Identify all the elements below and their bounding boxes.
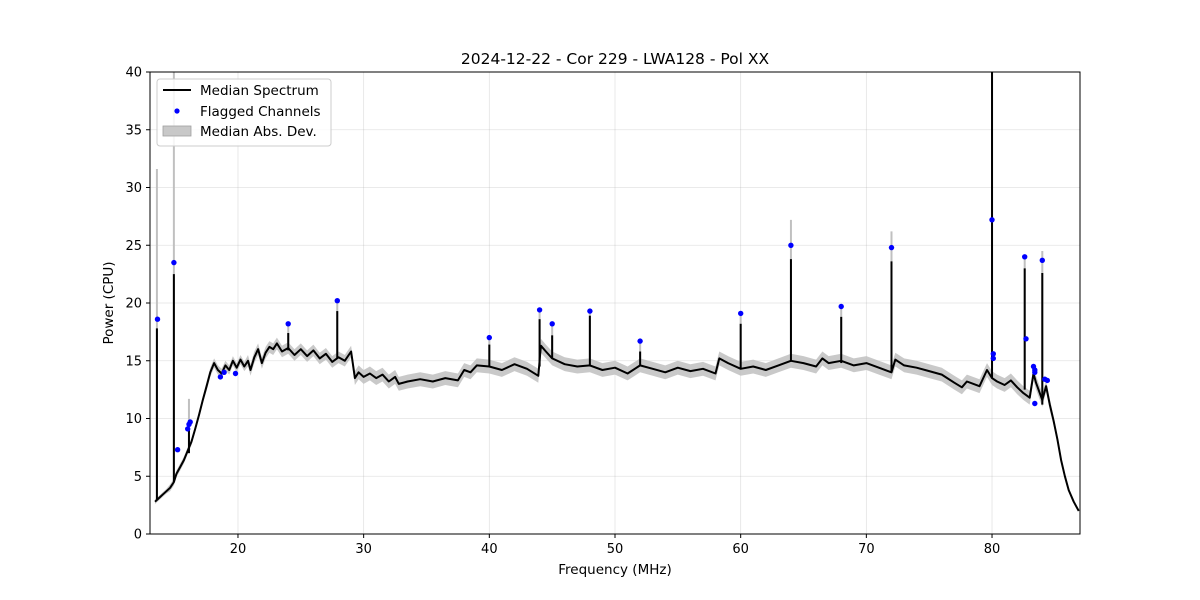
median-spectrum-line: [154, 342, 1080, 512]
legend-box: [156, 78, 332, 147]
y-tick-label: 15: [125, 354, 142, 369]
flagged-channel-point: [187, 419, 193, 425]
flagged-channel-point: [637, 338, 643, 344]
flagged-channel-point: [1023, 336, 1029, 342]
flagged-channels-series: [154, 217, 1051, 453]
y-tick-label: 5: [134, 470, 142, 485]
mad-band-area: [155, 337, 1079, 513]
flagged-channel-point: [989, 217, 995, 223]
flagged-channel-point: [334, 298, 340, 304]
legend-flagged-label: Flagged Channels: [200, 104, 321, 120]
flagged-channel-point: [1039, 257, 1046, 263]
flagged-channel-point: [587, 308, 593, 314]
chart-title: 2024-12-22 - Cor 229 - LWA128 - Pol XX: [461, 50, 770, 68]
y-tick-label: 20: [125, 297, 142, 312]
median-spectrum-series: [154, 72, 1080, 512]
x-axis-ticks: 20 30 40 50 60 70 80: [230, 534, 1001, 557]
flagged-channel-point: [536, 307, 543, 313]
legend: Median Spectrum Flagged Channels Median …: [156, 78, 332, 147]
flagged-channel-point: [185, 426, 191, 432]
flagged-channel-point: [171, 259, 177, 266]
legend-mad-patch-icon: [162, 125, 192, 137]
flagged-channel-point: [174, 447, 181, 453]
flagged-channel-point: [154, 316, 161, 322]
flagged-channel-point: [1032, 369, 1038, 375]
flagged-channel-point: [221, 369, 227, 375]
flagged-channel-point: [1044, 377, 1051, 384]
flagged-channel-point: [990, 355, 996, 362]
flagged-channel-point: [788, 242, 794, 248]
legend-median-label: Median Spectrum: [200, 83, 319, 99]
flagged-channel-point: [285, 321, 291, 327]
flagged-channel-point: [232, 370, 239, 377]
y-axis-ticks: 0 5 10 15 20 25 30 35 40: [125, 66, 150, 543]
x-tick-label: 50: [607, 542, 624, 557]
x-tick-label: 40: [481, 542, 498, 557]
y-axis-label: Power (CPU): [101, 261, 117, 344]
y-tick-label: 10: [125, 412, 142, 427]
x-tick-label: 80: [984, 542, 1001, 557]
flagged-channel-point: [1032, 400, 1038, 407]
x-tick-label: 70: [858, 542, 875, 557]
x-tick-label: 60: [732, 542, 749, 557]
y-tick-label: 25: [125, 239, 142, 254]
legend-mad-label: Median Abs. Dev.: [200, 124, 317, 140]
legend-flagged-marker-icon: [174, 108, 180, 114]
x-tick-label: 30: [355, 542, 372, 557]
y-tick-label: 0: [134, 528, 142, 543]
flagged-channel-point: [1021, 254, 1028, 260]
y-tick-label: 30: [125, 181, 142, 196]
flagged-channel-point: [738, 310, 744, 317]
x-axis-label: Frequency (MHz): [558, 562, 671, 578]
flagged-channel-point: [486, 334, 492, 341]
flagged-channel-point: [217, 374, 224, 380]
y-tick-label: 35: [125, 123, 142, 138]
flagged-channel-point: [990, 351, 996, 357]
flagged-channel-point: [838, 303, 844, 310]
flagged-channel-point: [549, 321, 555, 327]
x-tick-label: 20: [230, 542, 247, 557]
y-tick-label: 40: [125, 66, 142, 81]
flagged-channel-point: [888, 244, 895, 251]
